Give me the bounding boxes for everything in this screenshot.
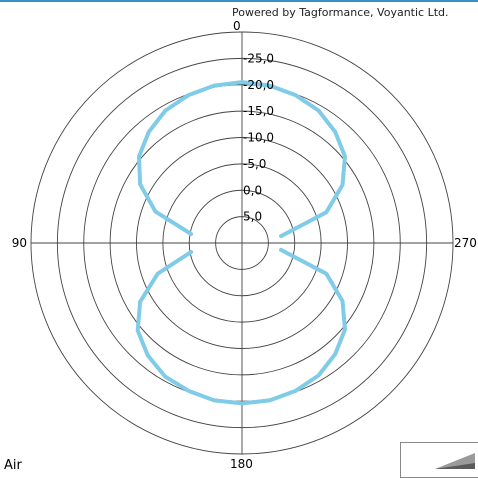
radial-tick-label: 5,0 <box>243 210 262 224</box>
series-line-air <box>135 247 347 406</box>
thumbnail-icon <box>435 453 475 469</box>
angle-labels: 0 90 180 270 <box>12 19 477 471</box>
legend-label: Air <box>4 458 22 473</box>
thumbnail-box <box>400 442 478 478</box>
radial-tick-label: -5,0 <box>243 157 266 171</box>
series-line-air <box>137 80 244 236</box>
radial-tick-labels: 5,0 0,0 -5,0 -10,0 -15,0 -20,0 -25,0 <box>243 51 274 223</box>
radial-tick-label: -25,0 <box>243 51 274 65</box>
angle-label-90: 90 <box>12 236 27 250</box>
radial-tick-label: -15,0 <box>243 104 274 118</box>
radial-tick-label: -10,0 <box>243 131 274 145</box>
radial-tick-label: -20,0 <box>243 78 274 92</box>
angle-label-180: 180 <box>230 457 253 471</box>
angle-label-0: 0 <box>233 19 241 33</box>
series-line-air <box>240 80 347 239</box>
top-accent-rule <box>0 0 478 2</box>
radial-tick-label: 0,0 <box>243 183 262 197</box>
angle-label-270: 270 <box>454 236 477 250</box>
credit-text: Powered by Tagformance, Voyantic Ltd. <box>232 6 449 19</box>
polar-series <box>135 80 347 406</box>
polar-spokes <box>31 32 453 454</box>
